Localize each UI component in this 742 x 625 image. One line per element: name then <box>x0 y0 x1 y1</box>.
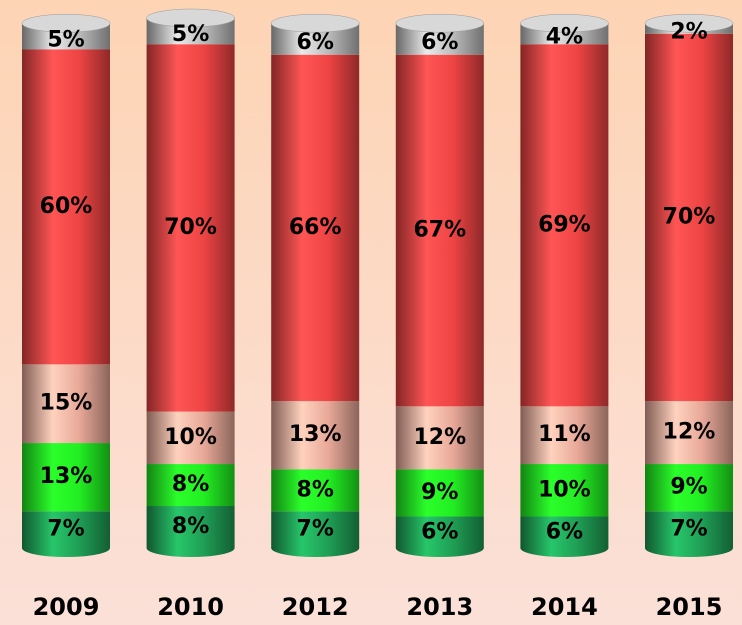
value-label: 15% <box>40 391 93 416</box>
cylinder-segment <box>271 401 360 470</box>
cylinder-segment <box>271 469 360 512</box>
cylinder-segment <box>22 364 110 444</box>
x-tick-label: 2012 <box>282 593 349 621</box>
value-label: 12% <box>413 425 466 450</box>
cylinder-segment <box>395 54 484 407</box>
value-label: 8% <box>172 514 209 539</box>
value-label: 70% <box>164 215 217 240</box>
cylinder-segment <box>645 33 733 402</box>
cylinder-top <box>644 13 734 33</box>
cylinder-top <box>520 13 609 33</box>
value-label: 13% <box>289 422 342 447</box>
cylinder-top <box>21 13 111 33</box>
cylinder-segment <box>645 464 733 512</box>
value-label: 13% <box>40 464 93 489</box>
cylinder-top <box>395 13 485 33</box>
cylinder-bottom <box>520 539 609 557</box>
value-label: 60% <box>40 194 93 219</box>
value-label: 7% <box>297 517 334 542</box>
value-label: 4% <box>546 25 583 50</box>
cylinder-bottom <box>146 539 235 557</box>
cylinder-top <box>270 13 360 33</box>
value-label: 6% <box>421 30 458 55</box>
value-label: 11% <box>538 422 591 447</box>
value-label: 8% <box>297 477 334 502</box>
value-label: 5% <box>47 27 84 52</box>
value-label: 67% <box>413 218 466 243</box>
value-label: 70% <box>663 204 716 229</box>
cylinder-segment <box>146 464 235 507</box>
cylinder-segment <box>520 44 609 407</box>
value-label: 12% <box>663 420 716 445</box>
value-label: 5% <box>172 22 209 47</box>
x-tick-label: 2013 <box>406 593 473 621</box>
cylinder-segment <box>520 406 609 465</box>
cylinder-segment <box>146 44 235 412</box>
value-label: 6% <box>297 30 334 55</box>
value-label: 7% <box>670 517 707 542</box>
value-label: 6% <box>546 519 583 544</box>
value-label: 10% <box>164 425 217 450</box>
x-tick-label: 2014 <box>531 593 598 621</box>
value-label: 10% <box>538 477 591 502</box>
value-label: 6% <box>421 519 458 544</box>
value-label: 2% <box>670 19 707 44</box>
cylinder-segment <box>22 49 110 365</box>
cylinder-segment <box>22 443 110 512</box>
cylinder-segment <box>645 401 733 465</box>
x-tick-label: 2015 <box>656 593 723 621</box>
cylinder-bottom <box>271 539 360 557</box>
value-label: 7% <box>47 517 84 542</box>
cylinder-bottom <box>22 539 110 557</box>
cylinder-segment <box>520 464 609 517</box>
cylinder-segment <box>271 54 360 402</box>
value-label: 69% <box>538 212 591 237</box>
value-label: 9% <box>421 480 458 505</box>
value-label: 66% <box>289 215 342 240</box>
cylinder-segment <box>395 406 484 470</box>
value-label: 8% <box>172 472 209 497</box>
x-tick-label: 2009 <box>33 593 100 621</box>
cylinder-top <box>146 8 235 28</box>
value-label: 9% <box>670 475 707 500</box>
cylinder-bottom <box>645 539 733 557</box>
x-tick-label: 2010 <box>157 593 224 621</box>
cylinder-segment <box>146 411 235 465</box>
cylinder-segment <box>395 469 484 517</box>
cylinder-bottom <box>395 539 484 557</box>
